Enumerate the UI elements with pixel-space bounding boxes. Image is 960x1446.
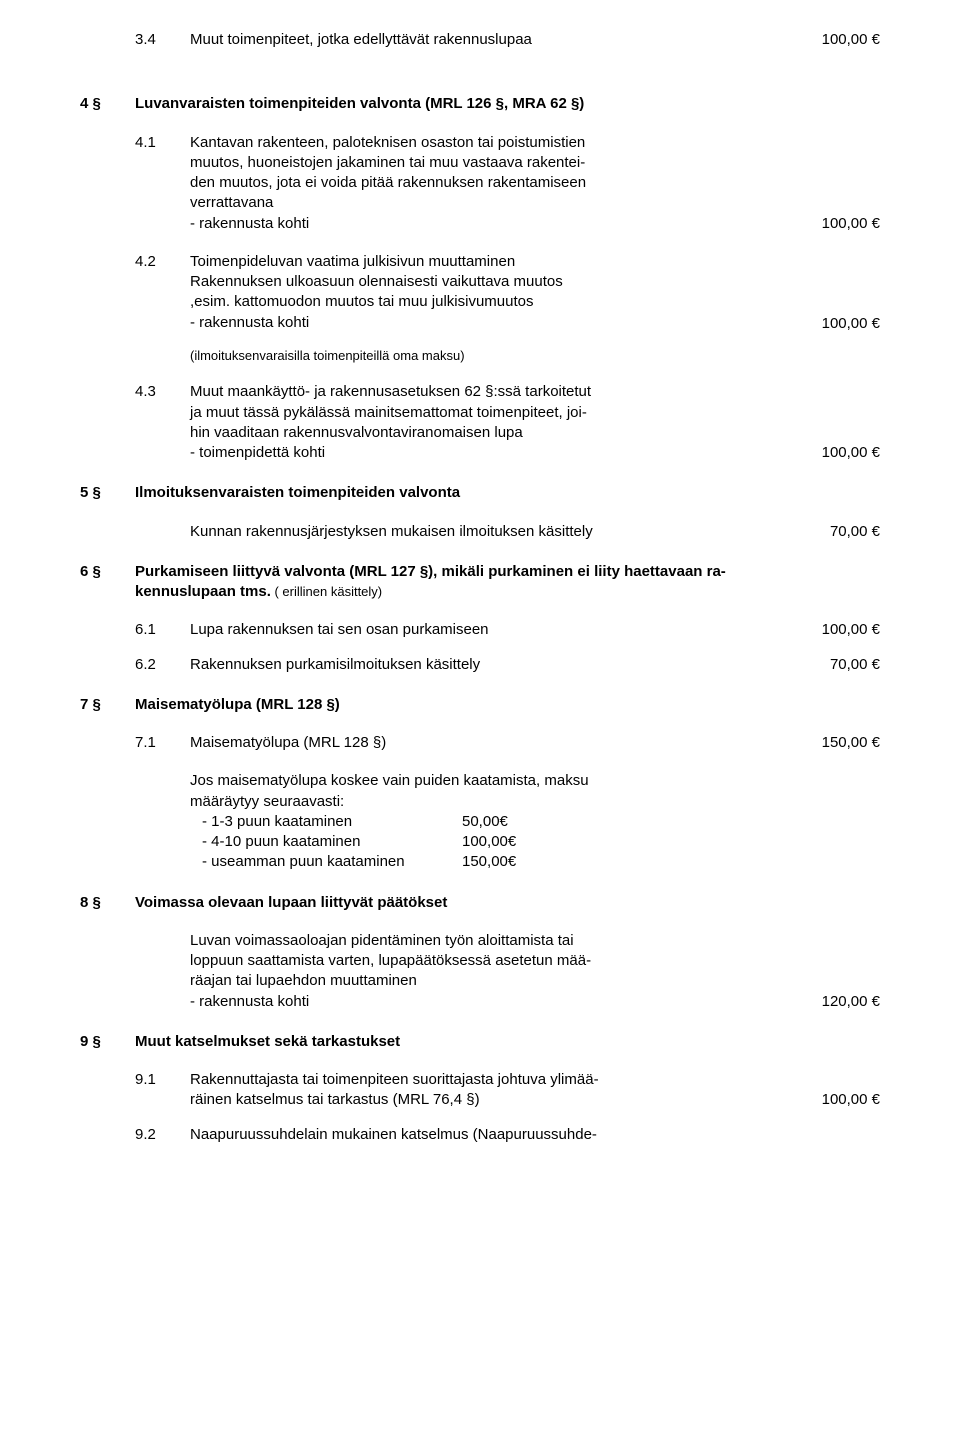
text-line: räinen katselmus tai tarkastus (MRL 76,4… (190, 1090, 780, 1110)
text-line: räajan tai lupaehdon muuttaminen (190, 971, 780, 991)
price-options: - 1-3 puun kaataminen50,00€ - 4-10 puun … (190, 812, 780, 873)
item-text: Naapuruussuhdelain mukainen katselmus (N… (190, 1125, 790, 1145)
item-6-1: 6.1 Lupa rakennuksen tai sen osan purkam… (80, 620, 880, 640)
section-7: 7 § Maisematyölupa (MRL 128 §) (80, 695, 880, 715)
opt-price: 100,00€ (462, 832, 516, 852)
item-number: 4.3 (135, 382, 190, 402)
item-price: 100,00 € (790, 1090, 880, 1110)
section-title: Purkamiseen liittyvä valvonta (MRL 127 §… (135, 562, 790, 603)
text-line: Toimenpideluvan vaatima julkisivun muutt… (190, 252, 780, 272)
section-4: 4 § Luvanvaraisten toimenpiteiden valvon… (80, 94, 880, 114)
section-number: 8 § (80, 893, 135, 913)
text-line: verrattavana (190, 193, 780, 213)
item-7-1-block: Jos maisematyölupa koskee vain puiden ka… (80, 771, 880, 872)
section-6: 6 § Purkamiseen liittyvä valvonta (MRL 1… (80, 562, 880, 603)
item-text: Rakennuksen purkamisilmoituksen käsittel… (190, 655, 790, 675)
text-line: hin vaaditaan rakennusvalvontaviranomais… (190, 423, 780, 443)
item-number: 4.2 (135, 252, 190, 272)
text-line: Jos maisematyölupa koskee vain puiden ka… (190, 771, 780, 791)
item-4-2: 4.2 Toimenpideluvan vaatima julkisivun m… (80, 252, 880, 365)
item-text: Luvan voimassaoloajan pidentäminen työn … (190, 931, 790, 1012)
section-number: 6 § (80, 562, 135, 582)
item-9-1: 9.1 Rakennuttajasta tai toimenpiteen suo… (80, 1070, 880, 1111)
item-number: 4.1 (135, 133, 190, 153)
section-8: 8 § Voimassa olevaan lupaan liittyvät pä… (80, 893, 880, 913)
item-8-block: Luvan voimassaoloajan pidentäminen työn … (80, 931, 880, 1012)
item-3-4: 3.4 Muut toimenpiteet, jotka edellyttävä… (80, 30, 880, 50)
item-price: 150,00 € (790, 733, 880, 753)
section-9: 9 § Muut katselmukset sekä tarkastukset (80, 1032, 880, 1052)
section-title: Ilmoituksenvaraisten toimenpiteiden valv… (135, 483, 790, 503)
text-line: - rakennusta kohti (190, 214, 780, 234)
text-line: - rakennusta kohti (190, 992, 780, 1012)
item-number: 3.4 (135, 30, 190, 50)
title-note: ( erillinen käsittely) (271, 584, 382, 599)
section-title: Luvanvaraisten toimenpiteiden valvonta (… (135, 94, 790, 114)
item-7-1: 7.1 Maisematyölupa (MRL 128 §) 150,00 € (80, 733, 880, 753)
page-body: 3.4 Muut toimenpiteet, jotka edellyttävä… (0, 0, 960, 1201)
text-line: määräytyy seuraavasti: (190, 792, 780, 812)
item-text: Kunnan rakennusjärjestyksen mukaisen ilm… (190, 522, 790, 542)
item-text: Jos maisematyölupa koskee vain puiden ka… (190, 771, 790, 872)
item-price: 100,00 € (790, 443, 880, 463)
section-title: Muut katselmukset sekä tarkastukset (135, 1032, 790, 1052)
item-price: 100,00 € (790, 30, 880, 50)
item-9-2: 9.2 Naapuruussuhdelain mukainen katselmu… (80, 1125, 880, 1145)
opt-label: - 1-3 puun kaataminen (202, 812, 462, 832)
item-text: Toimenpideluvan vaatima julkisivun muutt… (190, 252, 790, 365)
item-5-line: Kunnan rakennusjärjestyksen mukaisen ilm… (80, 522, 880, 542)
item-number: 6.2 (135, 655, 190, 675)
title-line: kennuslupaan tms. (135, 583, 271, 600)
item-text: Muut toimenpiteet, jotka edellyttävät ra… (190, 30, 790, 50)
item-text: Muut maankäyttö- ja rakennusasetuksen 62… (190, 382, 790, 463)
opt-label: - 4-10 puun kaataminen (202, 832, 462, 852)
section-5: 5 § Ilmoituksenvaraisten toimenpiteiden … (80, 483, 880, 503)
section-number: 7 § (80, 695, 135, 715)
text-line: loppuun saattamista varten, lupapäätökse… (190, 951, 780, 971)
item-text: Rakennuttajasta tai toimenpiteen suoritt… (190, 1070, 790, 1111)
text-line: Rakennuttajasta tai toimenpiteen suoritt… (190, 1070, 780, 1090)
item-price: 70,00 € (790, 655, 880, 675)
item-number: 7.1 (135, 733, 190, 753)
text-line: Rakennuksen ulkoasuun olennaisesti vaiku… (190, 272, 780, 292)
text-line: Muut maankäyttö- ja rakennusasetuksen 62… (190, 382, 780, 402)
title-line: Purkamiseen liittyvä valvonta (MRL 127 §… (135, 563, 726, 580)
text-line: den muutos, jota ei voida pitää rakennuk… (190, 173, 780, 193)
opt-label: - useamman puun kaataminen (202, 852, 462, 872)
item-4-3: 4.3 Muut maankäyttö- ja rakennusasetukse… (80, 382, 880, 463)
item-number: 9.2 (135, 1125, 190, 1145)
item-text: Maisematyölupa (MRL 128 §) (190, 733, 790, 753)
item-price: 70,00 € (790, 522, 880, 542)
text-line: ja muut tässä pykälässä mainitsemattomat… (190, 403, 780, 423)
item-text: Kantavan rakenteen, paloteknisen osaston… (190, 133, 790, 234)
section-title: Voimassa olevaan lupaan liittyvät päätök… (135, 893, 790, 913)
item-price: 100,00 € (790, 620, 880, 640)
item-6-2: 6.2 Rakennuksen purkamisilmoituksen käsi… (80, 655, 880, 675)
item-price: 100,00 € (790, 252, 880, 334)
text-line: - toimenpidettä kohti (190, 443, 780, 463)
opt-price: 150,00€ (462, 852, 516, 872)
text-line: ,esim. kattomuodon muutos tai muu julkis… (190, 292, 780, 312)
section-number: 4 § (80, 94, 135, 114)
item-number: 6.1 (135, 620, 190, 640)
section-number: 5 § (80, 483, 135, 503)
text-line: Kantavan rakenteen, paloteknisen osaston… (190, 133, 780, 153)
item-price: 100,00 € (790, 214, 880, 234)
text-line: - rakennusta kohti (190, 313, 780, 333)
item-text: Lupa rakennuksen tai sen osan purkamisee… (190, 620, 790, 640)
item-number: 9.1 (135, 1070, 190, 1090)
opt-price: 50,00€ (462, 812, 508, 832)
item-4-1: 4.1 Kantavan rakenteen, paloteknisen osa… (80, 133, 880, 234)
text-line: Luvan voimassaoloajan pidentäminen työn … (190, 931, 780, 951)
section-title: Maisematyölupa (MRL 128 §) (135, 695, 790, 715)
item-price: 120,00 € (790, 992, 880, 1012)
note-text: (ilmoituksenvaraisilla toimenpiteillä om… (190, 347, 780, 365)
text-line: muutos, huoneistojen jakaminen tai muu v… (190, 153, 780, 173)
section-number: 9 § (80, 1032, 135, 1052)
